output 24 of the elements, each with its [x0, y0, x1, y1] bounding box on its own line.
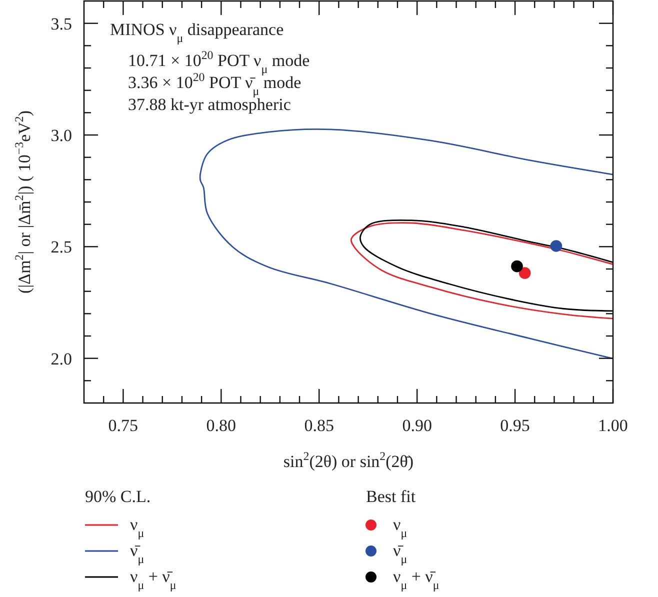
- x-tick-label: 0.95: [500, 416, 530, 435]
- legend-label: ν$_{μ}$ + ν̄$_{μ}$: [393, 567, 440, 592]
- x-tick-label: 0.85: [304, 416, 334, 435]
- legend-label: ν̄$_{μ}$: [393, 541, 408, 566]
- point: [518, 267, 531, 279]
- y-tick-label: 3.5: [50, 14, 72, 34]
- x-tick-label: 0.80: [206, 416, 236, 435]
- x-axis-title: sin$^{2}$(2θ) or sin$^{2}$(2θ̄): [283, 449, 414, 471]
- point: [550, 240, 562, 252]
- y-tick-label: 2.5: [50, 238, 72, 257]
- x-tick-label: 0.90: [402, 416, 432, 435]
- legend-label: ν$_{μ}$ + ν̄$_{μ}$: [130, 567, 176, 592]
- y-tick-label: 3.0: [50, 126, 72, 145]
- x-tick-label: 1.00: [598, 416, 628, 435]
- x-tick-label: 0.75: [108, 416, 138, 435]
- legend-label: ν$_{μ}$: [393, 515, 408, 540]
- y-tick-label: 2.0: [50, 349, 72, 368]
- legend-label: ν$_{μ}$: [130, 515, 144, 540]
- text: 90% C.L.: [85, 487, 151, 506]
- point: [511, 260, 523, 272]
- text: Best fit: [366, 487, 416, 506]
- text: MINOS ν$_{μ}$ disappearance: [110, 20, 284, 45]
- legend-label: ν̄$_{μ}$: [130, 541, 144, 566]
- line-series: [200, 128, 613, 360]
